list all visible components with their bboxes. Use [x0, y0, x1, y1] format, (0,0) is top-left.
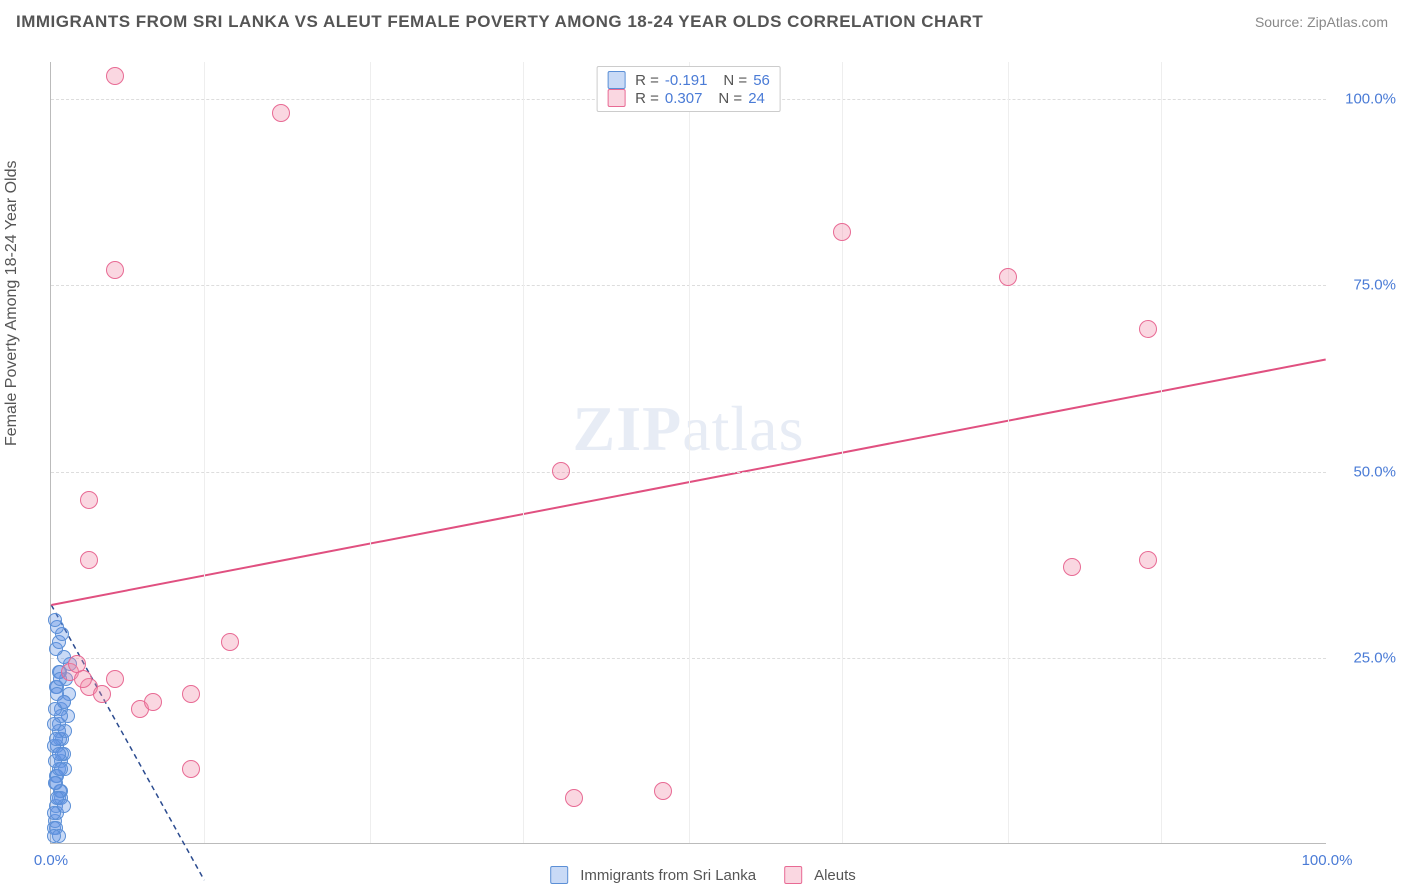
stat-n-label: N =	[723, 72, 747, 89]
scatter-point	[1139, 551, 1157, 569]
scatter-point	[47, 829, 61, 843]
stat-n-label: N =	[718, 90, 742, 107]
stat-r-label: R =	[635, 90, 659, 107]
scatter-point	[49, 732, 63, 746]
scatter-point	[182, 685, 200, 703]
gridline-v	[204, 62, 205, 843]
stat-r-value: 0.307	[665, 90, 703, 107]
scatter-point	[182, 760, 200, 778]
scatter-point	[80, 491, 98, 509]
legend-swatch	[607, 71, 625, 89]
scatter-point	[999, 268, 1017, 286]
scatter-point	[106, 261, 124, 279]
scatter-point	[47, 806, 61, 820]
scatter-point	[48, 776, 62, 790]
gridline-v	[370, 62, 371, 843]
scatter-point	[654, 782, 672, 800]
trend-line	[51, 605, 204, 880]
scatter-point	[565, 789, 583, 807]
y-tick-label: 75.0%	[1336, 277, 1396, 294]
scatter-point	[74, 670, 92, 688]
scatter-point	[54, 762, 68, 776]
bottom-legend: Immigrants from Sri Lanka Aleuts	[550, 866, 856, 884]
legend-stats-box: R = -0.191 N = 56 R = 0.307 N = 24	[596, 66, 781, 112]
legend-label: Aleuts	[814, 867, 856, 884]
x-tick-label: 0.0%	[34, 852, 68, 869]
stat-r-label: R =	[635, 72, 659, 89]
legend-swatch	[607, 89, 625, 107]
scatter-point	[221, 633, 239, 651]
stat-r-value: -0.191	[665, 72, 708, 89]
stat-n-value: 56	[753, 72, 770, 89]
gridline-v	[842, 62, 843, 843]
scatter-point	[52, 747, 66, 761]
legend-label: Immigrants from Sri Lanka	[580, 867, 756, 884]
scatter-point	[50, 687, 64, 701]
scatter-point	[1063, 558, 1081, 576]
y-tick-label: 50.0%	[1336, 463, 1396, 480]
y-axis-label: Female Poverty Among 18-24 Year Olds	[3, 161, 21, 447]
gridline-v	[523, 62, 524, 843]
y-tick-label: 100.0%	[1336, 91, 1396, 108]
plot-area: ZIPatlas R = -0.191N = 56R = 0.307N = 24…	[50, 62, 1326, 844]
scatter-point	[50, 791, 64, 805]
gridline-v	[689, 62, 690, 843]
scatter-point	[80, 551, 98, 569]
gridline-v	[1008, 62, 1009, 843]
scatter-point	[833, 223, 851, 241]
scatter-point	[106, 670, 124, 688]
stat-n-value: 24	[748, 90, 765, 107]
legend-swatch	[550, 866, 568, 884]
scatter-point	[106, 67, 124, 85]
scatter-point	[552, 462, 570, 480]
chart-title: IMMIGRANTS FROM SRI LANKA VS ALEUT FEMAL…	[16, 12, 983, 32]
gridline-v	[1161, 62, 1162, 843]
legend-stats-row: R = 0.307 N = 24	[607, 89, 770, 107]
scatter-point	[272, 104, 290, 122]
legend-item: Aleuts	[784, 866, 856, 884]
scatter-point	[48, 613, 62, 627]
legend-item: Immigrants from Sri Lanka	[550, 866, 756, 884]
y-tick-label: 25.0%	[1336, 649, 1396, 666]
legend-stats-row: R = -0.191 N = 56	[607, 71, 770, 89]
scatter-point	[93, 685, 111, 703]
scatter-point	[144, 693, 162, 711]
scatter-point	[1139, 320, 1157, 338]
legend-swatch	[784, 866, 802, 884]
scatter-point	[48, 702, 62, 716]
source-label: Source: ZipAtlas.com	[1255, 14, 1388, 30]
scatter-point	[47, 717, 61, 731]
x-tick-label: 100.0%	[1302, 852, 1353, 869]
